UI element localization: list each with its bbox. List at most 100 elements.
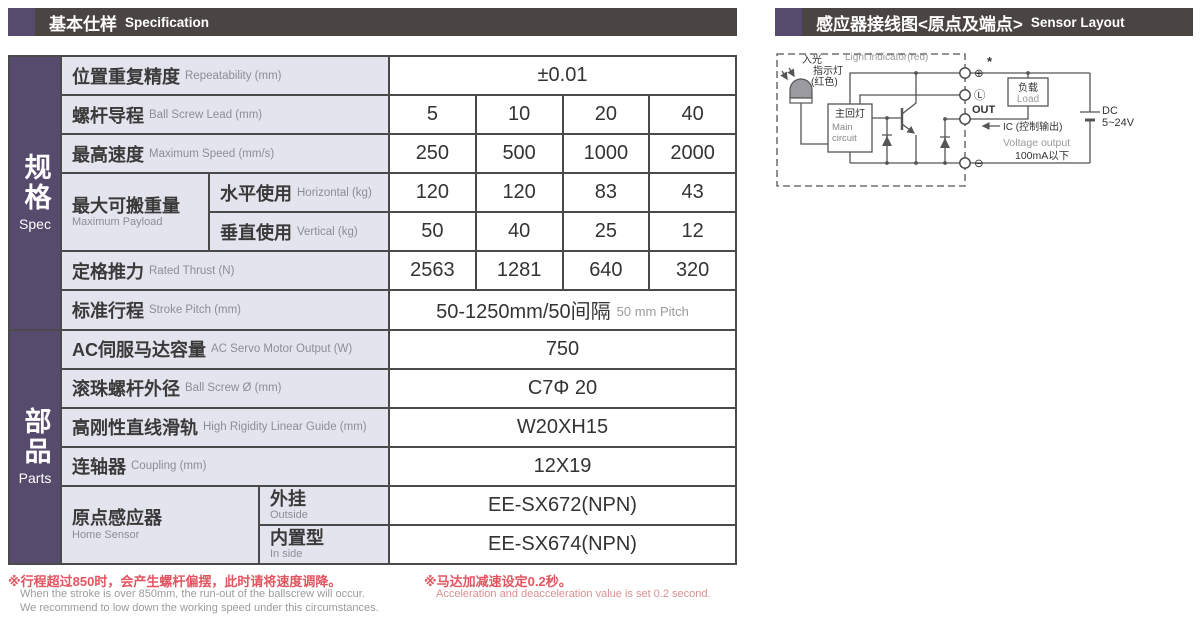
- value-lead-3: 20: [563, 96, 649, 134]
- label-zh: 垂直使用: [220, 222, 292, 243]
- stroke-value-en: 50 mm Pitch: [616, 304, 689, 320]
- terminal-l-circle: [959, 89, 971, 101]
- transistor-emitter: [901, 123, 916, 134]
- label-zh: 滚珠螺杆外径: [72, 379, 180, 400]
- transistor-collector: [901, 73, 917, 115]
- label-en: Maximum Speed (mm/s): [149, 147, 275, 160]
- load-label-en: Load: [1017, 94, 1039, 105]
- dc-range-label: 5~24V: [1102, 117, 1135, 129]
- sensor-header-bar: 感应器接线图<原点及端点> Sensor Layout: [775, 8, 1193, 36]
- label-zh: AC伺服马达容量: [72, 340, 206, 361]
- sidebar-section-spec: 规格 Spec: [10, 57, 60, 329]
- row-label-ballscrew: 滚珠螺杆外径 Ball Screw Ø (mm): [62, 369, 388, 407]
- row-label-lead: 螺杆导程 Ball Screw Lead (mm): [62, 96, 388, 134]
- stroke-value-zh: 50-1250mm/50间隔: [436, 301, 611, 324]
- label-zh: 最高速度: [72, 144, 144, 165]
- value-horizontal-2: 120: [476, 174, 562, 212]
- value-thrust-2: 1281: [476, 252, 562, 290]
- label-zh: 螺杆导程: [72, 105, 144, 126]
- label-zh: 标准行程: [72, 300, 144, 321]
- value-repeatability: ±0.01: [390, 57, 735, 95]
- value-speed-3: 1000: [563, 135, 649, 173]
- dc-label: DC: [1102, 105, 1118, 117]
- value-speed-2: 500: [476, 135, 562, 173]
- label-zh: 外挂: [270, 488, 306, 509]
- minus-terminal-symbol: ⊖: [974, 158, 984, 170]
- value-speed-1: 250: [390, 135, 475, 173]
- label-zh: 连轴器: [72, 457, 126, 478]
- value-thrust-3: 640: [563, 252, 649, 290]
- sublabel-horizontal: 水平使用 Horizontal (kg): [210, 174, 388, 212]
- label-en: Coupling (mm): [131, 460, 207, 473]
- label-zh: 原点感应器: [72, 508, 162, 529]
- plus-terminal-symbol: ⊕: [974, 68, 984, 80]
- zener-triangle-1: [882, 136, 892, 146]
- l-terminal-symbol: Ⓛ: [974, 89, 986, 102]
- value-vertical-3: 25: [563, 213, 649, 251]
- incident-light-label: 入光: [802, 53, 822, 66]
- terminal-minus-circle: [959, 157, 971, 169]
- value-lead-1: 5: [390, 96, 475, 134]
- junction-dots: [882, 71, 1030, 165]
- spec-table: 规格 Spec 部品 Parts 位置重复精度 Repeatability (m…: [8, 55, 737, 565]
- value-horizontal-3: 83: [563, 174, 649, 212]
- label-zh: 最大可搬重量: [72, 195, 180, 216]
- label-en: Rated Thrust (N): [149, 264, 235, 277]
- main-circuit-box: [827, 103, 873, 153]
- label-en: Vertical (kg): [297, 225, 358, 238]
- value-ballscrew: C7Φ 20: [390, 369, 735, 407]
- value-stroke: 50-1250mm/50间隔 50 mm Pitch: [390, 291, 735, 329]
- sensor-wiring-diagram: Light indicator(red) 入光 指示灯 (红色) 主回灯 Mai…: [776, 52, 1135, 187]
- spec-header-bar: 基本仕样 Specification: [8, 8, 737, 36]
- label-en: In side: [270, 548, 303, 561]
- sidebar-spec-en: Spec: [19, 216, 51, 233]
- sensor-header-title-en: Sensor Layout: [1030, 14, 1125, 30]
- value-coupling: 12X19: [390, 447, 735, 485]
- value-thrust-4: 320: [650, 252, 735, 290]
- load-label-zh: 负载: [1018, 81, 1038, 94]
- value-horizontal-4: 43: [650, 174, 735, 212]
- row-label-coupling: 连轴器 Coupling (mm): [62, 447, 388, 485]
- row-label-repeatability: 位置重复精度 Repeatability (mm): [62, 57, 388, 95]
- sensor-header-title-zh: 感应器接线图<原点及端点>: [816, 14, 1023, 34]
- label-en: Maximum Payload: [72, 216, 163, 229]
- footnote-left-en2: We recommend to low down the working spe…: [20, 602, 379, 614]
- footnote-right-en: Acceleration and deacceleration value is…: [436, 588, 711, 600]
- sidebar-parts-zh: 部品: [20, 407, 51, 468]
- row-label-motor: AC伺服马达容量 AC Servo Motor Output (W): [62, 330, 388, 368]
- row-label-guide: 高刚性直线滑轨 High Rigidity Linear Guide (mm): [62, 408, 388, 446]
- main-circuit-label-en2: circuit: [832, 133, 857, 144]
- value-sensor-outside: EE-SX672(NPN): [390, 486, 735, 524]
- label-zh: 水平使用: [220, 183, 292, 204]
- indicator-lamp-label: 指示灯: [813, 64, 843, 77]
- label-en: Outside: [270, 509, 308, 522]
- incident-light-arrow-2: [787, 67, 795, 78]
- label-en: Horizontal (kg): [297, 186, 372, 199]
- spec-header-accent-square: [8, 8, 35, 36]
- value-guide: W20XH15: [390, 408, 735, 446]
- value-lead-2: 10: [476, 96, 562, 134]
- label-en: Stroke Pitch (mm): [149, 303, 242, 316]
- label-zh: 高刚性直线滑轨: [72, 418, 198, 439]
- row-label-stroke: 标准行程 Stroke Pitch (mm): [62, 291, 388, 329]
- label-zh: 内置型: [270, 527, 324, 548]
- spec-header-title-en: Specification: [125, 14, 210, 30]
- value-lead-4: 40: [650, 96, 735, 134]
- red-label: (红色): [811, 75, 838, 88]
- value-motor: 750: [390, 330, 735, 368]
- value-sensor-inside: EE-SX674(NPN): [390, 525, 735, 563]
- terminal-circles: [959, 67, 971, 169]
- main-circuit-label-en1: Main: [832, 122, 853, 133]
- label-en: Ball Screw Lead (mm): [149, 108, 263, 121]
- footnote-left-zh: ※行程超过850时，会产生螺杆偏摆，此时请将速度调降。: [8, 574, 342, 589]
- main-circuit-label-zh: 主回灯: [835, 108, 865, 120]
- row-label-thrust: 定格推力 Rated Thrust (N): [62, 252, 388, 290]
- label-en: High Rigidity Linear Guide (mm): [203, 421, 367, 434]
- label-en: Ball Screw Ø (mm): [185, 382, 282, 395]
- light-indicator-label: Light indicator(red): [845, 52, 928, 63]
- sidebar-section-parts: 部品 Parts: [10, 330, 60, 563]
- row-label-home-sensor: 原点感应器 Home Sensor: [62, 486, 258, 563]
- label-zh: 位置重复精度: [72, 66, 180, 87]
- asterisk-note: *: [987, 54, 993, 69]
- sublabel-vertical: 垂直使用 Vertical (kg): [210, 213, 388, 251]
